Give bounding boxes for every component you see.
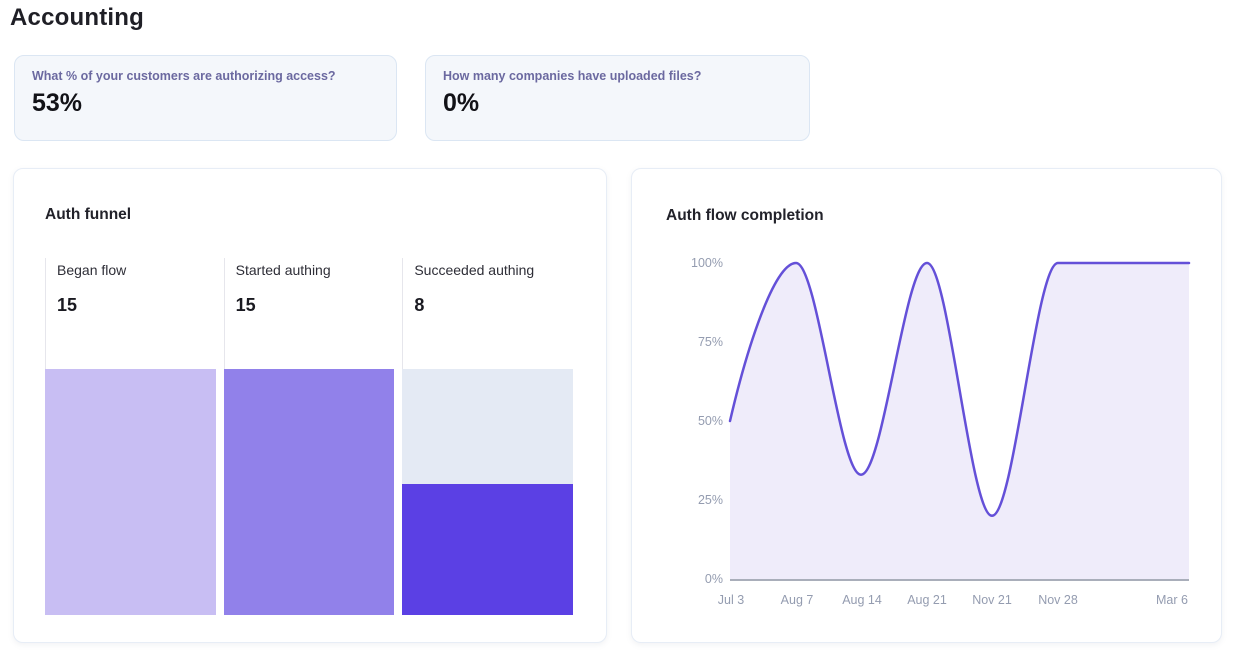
funnel-bar — [223, 369, 395, 615]
area-chart — [728, 261, 1191, 581]
funnel-bar — [402, 369, 574, 615]
funnel-stage-value: 15 — [57, 295, 78, 315]
funnel-stage: Started authing 15 — [223, 258, 395, 615]
x-axis-label: Aug 14 — [842, 593, 882, 607]
card-title: Auth flow completion — [666, 207, 824, 224]
funnel-stage-label: Began flow — [57, 262, 127, 278]
x-axis-label: Nov 28 — [1038, 593, 1078, 607]
x-axis-label: Jul 3 — [717, 593, 745, 607]
area-line — [728, 261, 1191, 518]
page-title: Accounting — [10, 4, 144, 31]
funnel-stage-value: 8 — [414, 295, 425, 315]
x-axis-label: Mar 6 — [1156, 593, 1188, 607]
funnel-bar — [45, 369, 216, 615]
funnel-stage-header: Started authing 15 — [223, 258, 395, 369]
funnel-stage-label: Succeeded authing — [414, 262, 535, 278]
y-axis-label: 75% — [697, 335, 723, 349]
funnel-bar-fill — [402, 483, 574, 615]
auth-flow-completion-card: Auth flow completion 100% 75% 50% 25% 0% Jul… — [631, 168, 1222, 643]
y-axis: 100% 75% 50% 25% 0% — [666, 256, 723, 586]
auth-funnel-card: Auth funnel Began flow 15 Started authing 1… — [13, 168, 607, 643]
funnel-stage-value: 15 — [235, 295, 256, 315]
card-title: Auth funnel — [45, 206, 132, 223]
x-axis-label: Aug 21 — [907, 593, 947, 607]
stat-value: 0% — [443, 89, 480, 117]
stat-value: 53% — [32, 89, 83, 117]
area-chart-svg — [728, 261, 1191, 581]
y-axis-label: 25% — [697, 493, 723, 507]
x-axis-label: Nov 21 — [972, 593, 1012, 607]
y-axis-label: 0% — [704, 572, 723, 586]
funnel-stage: Succeeded authing 8 — [402, 258, 574, 615]
funnel-stage-label: Started authing — [235, 262, 331, 278]
y-axis-label: 100% — [691, 256, 723, 270]
area-fill — [730, 263, 1189, 579]
x-axis: Jul 3 Aug 7 Aug 14 Aug 21 Nov 21 Nov 28 Mar 6 — [718, 593, 1189, 611]
stat-card-uploaded-files: How many companies have uploaded files? … — [425, 55, 810, 141]
funnel-stage-header: Began flow 15 — [45, 258, 216, 369]
y-axis-label: 50% — [697, 414, 723, 428]
stat-question: What % of your customers are authorizing… — [32, 69, 336, 83]
x-axis-label: Aug 7 — [780, 593, 814, 607]
stat-card-authorizing-access: What % of your customers are authorizing… — [14, 55, 397, 141]
funnel-chart: Began flow 15 Started authing 15 Succeeded a… — [45, 258, 574, 615]
funnel-stage-header: Succeeded authing 8 — [402, 258, 573, 369]
stat-question: How many companies have uploaded files? — [443, 69, 702, 83]
funnel-stage: Began flow 15 — [45, 258, 216, 615]
